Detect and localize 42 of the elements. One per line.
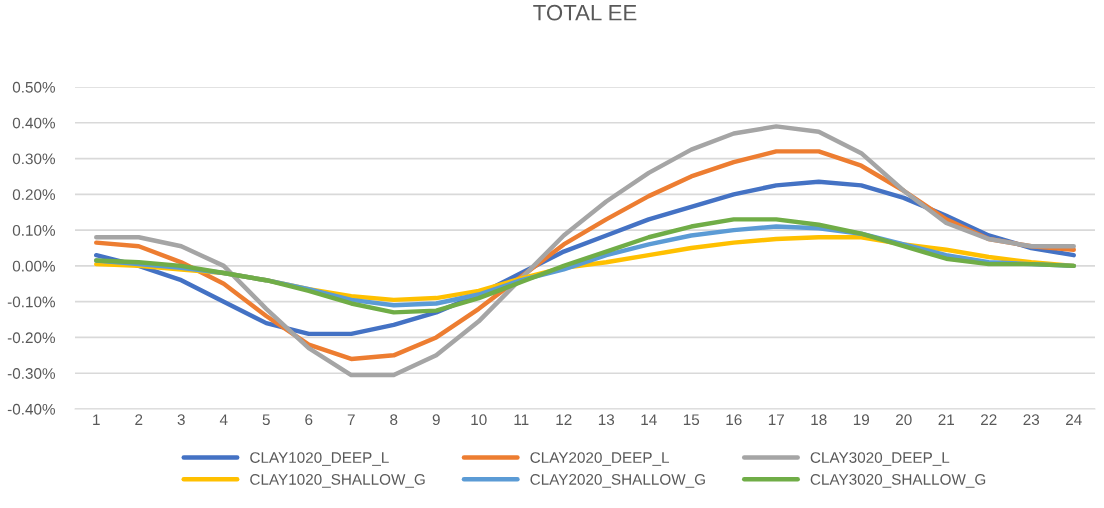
x-tick-label: 2 [135,414,143,425]
x-tick-label: 3 [177,414,185,426]
x-tick-label: 5 [262,414,270,426]
y-tick-label: -0.40% [7,403,56,415]
y-tick-label: -0.30% [7,368,56,379]
y-tick-label: 0.20% [12,189,56,201]
legend-label: CLAY3020_DEEP_L [810,452,950,466]
y-tick-label: 0.00% [12,260,56,272]
x-tick-label: 21 [938,414,954,425]
x-tick-label: 4 [219,414,228,425]
x-tick-label: 7 [347,414,355,425]
x-tick-label: 1 [93,414,100,425]
y-tick-label: -0.10% [7,296,56,308]
x-tick-label: 15 [683,414,700,426]
x-tick-label: 8 [390,414,398,426]
x-tick-label: 20 [896,414,912,426]
x-tick-label: 18 [811,414,827,426]
x-tick-label: 24 [1066,414,1082,425]
legend-label: CLAY2020_DEEP_L [530,452,670,466]
x-tick-label: 13 [598,414,615,426]
legend-label: CLAY1020_DEEP_L [250,452,389,466]
x-tick-label: 23 [1023,414,1040,426]
legend-label: CLAY3020_SHALLOW_G [810,474,986,488]
y-tick-label: 0.50% [12,81,56,93]
x-tick-label: 22 [981,414,997,425]
x-tick-label: 12 [556,414,572,425]
x-tick-label: 16 [726,414,742,426]
y-tick-label: 0.40% [12,117,56,129]
x-tick-label: 19 [853,414,870,426]
line-series [94,124,1076,378]
y-tick-label: -0.20% [7,332,56,344]
y-tick-label: 0.10% [12,224,56,236]
x-tick-label: 10 [471,414,487,426]
x-tick-label: 17 [768,414,784,425]
chart-title: TOTAL EE [533,4,637,21]
legend-label: CLAY1020_SHALLOW_G [250,474,425,488]
legend-label: CLAY2020_SHALLOW_G [530,474,705,488]
x-tick-label: 9 [432,414,440,426]
x-tick-label: 6 [305,414,313,426]
y-tick-label: 0.30% [12,153,56,165]
x-tick-label: 14 [641,414,657,425]
x-tick-label: 11 [514,414,529,425]
